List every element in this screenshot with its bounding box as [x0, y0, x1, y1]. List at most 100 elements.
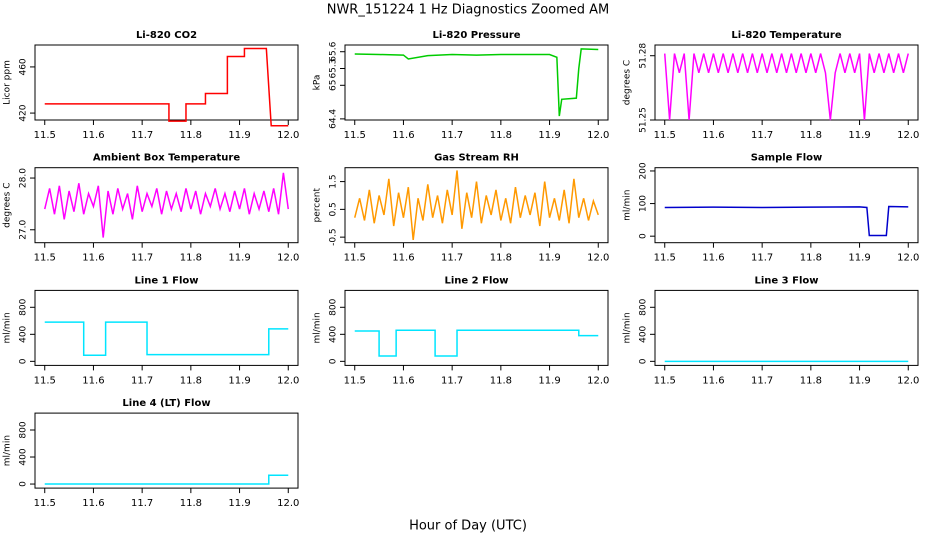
panel-title: Line 3 Flow	[755, 275, 819, 286]
y-axis-label: degrees C	[3, 183, 13, 228]
data-line	[44, 172, 290, 238]
y-tick-label: 0	[329, 358, 339, 364]
y-tick-label: 27.0	[19, 219, 29, 239]
y-tick-label: 0	[19, 358, 29, 364]
x-tick-label: 11.6	[702, 130, 724, 141]
data-line	[663, 53, 909, 121]
y-tick-label: 0	[19, 481, 29, 487]
x-tick-label: 11.6	[392, 375, 414, 386]
x-tick-label: 11.7	[131, 498, 153, 509]
x-tick-label: 11.6	[82, 130, 104, 141]
y-axis-label: Licor ppm	[3, 60, 13, 105]
panel-title: Ambient Box Temperature	[93, 153, 240, 164]
plot-frame	[34, 289, 299, 366]
plot-frame	[344, 289, 609, 366]
y-tick-label: 0.5	[329, 202, 339, 216]
x-tick-label: 11.7	[751, 130, 773, 141]
plot-frame	[34, 44, 299, 121]
x-tick-label: 11.7	[441, 253, 463, 264]
x-tick-label: 12.0	[587, 130, 609, 141]
x-tick-label: 12.0	[277, 253, 299, 264]
x-tick-label: 11.9	[228, 130, 250, 141]
x-tick-label: 11.8	[490, 253, 512, 264]
data-line	[44, 474, 289, 485]
x-tick-label: 11.7	[131, 375, 153, 386]
y-tick-label: 28.0	[19, 168, 29, 188]
x-tick-label: 11.7	[441, 375, 463, 386]
x-tick-label: 11.8	[180, 130, 202, 141]
y-tick-label: 400	[19, 325, 29, 342]
x-tick-label: 11.5	[344, 130, 366, 141]
x-tick-label: 11.9	[848, 130, 870, 141]
x-tick-label: 11.7	[751, 375, 773, 386]
y-tick-label: 420	[19, 104, 29, 121]
y-tick-label: 0	[639, 233, 649, 239]
x-tick-label: 11.9	[228, 375, 250, 386]
x-tick-label: 11.9	[538, 253, 560, 264]
x-tick-label: 11.8	[800, 253, 822, 264]
panel-title: Line 4 (LT) Flow	[122, 398, 210, 409]
y-axis-label: ml/min	[623, 190, 633, 221]
x-tick-label: 12.0	[587, 253, 609, 264]
y-tick-label: 400	[19, 448, 29, 465]
x-tick-label: 11.5	[654, 253, 676, 264]
x-axis-label: Hour of Day (UTC)	[409, 519, 527, 534]
y-tick-label: -0.5	[329, 228, 339, 246]
page-title: NWR_151224 1 Hz Diagnostics Zoomed AM	[327, 3, 610, 18]
y-tick-label: 800	[639, 298, 649, 315]
x-tick-label: 11.7	[131, 130, 153, 141]
y-axis-label: kPa	[313, 75, 323, 91]
y-tick-label: 800	[19, 421, 29, 438]
plot-frame	[344, 44, 609, 121]
y-axis-label: ml/min	[3, 435, 13, 466]
x-tick-label: 11.9	[538, 130, 560, 141]
x-tick-label: 11.8	[180, 498, 202, 509]
x-tick-label: 11.9	[228, 498, 250, 509]
panel-title: Sample Flow	[751, 153, 823, 164]
data-line	[44, 321, 289, 357]
plot-frame	[654, 289, 919, 366]
x-tick-label: 11.7	[751, 253, 773, 264]
x-tick-label: 11.5	[344, 375, 366, 386]
x-tick-label: 12.0	[897, 253, 919, 264]
x-tick-label: 11.6	[702, 253, 724, 264]
data-line	[664, 205, 909, 237]
x-tick-label: 11.8	[490, 130, 512, 141]
panel-title: Line 1 Flow	[135, 275, 199, 286]
x-tick-label: 11.6	[82, 375, 104, 386]
x-tick-label: 11.6	[392, 253, 414, 264]
x-tick-label: 11.6	[392, 130, 414, 141]
x-tick-label: 12.0	[277, 130, 299, 141]
y-tick-label: 460	[19, 58, 29, 75]
y-tick-label: 51.28	[639, 43, 649, 69]
x-tick-label: 11.6	[82, 498, 104, 509]
x-tick-label: 11.8	[490, 375, 512, 386]
x-tick-label: 11.5	[34, 253, 56, 264]
x-tick-label: 11.6	[82, 253, 104, 264]
y-tick-label: 64.4	[329, 109, 339, 129]
x-tick-label: 12.0	[897, 130, 919, 141]
y-axis-label: ml/min	[3, 312, 13, 343]
x-tick-label: 12.0	[587, 375, 609, 386]
x-tick-label: 12.0	[897, 375, 919, 386]
x-tick-label: 11.6	[702, 375, 724, 386]
panel-title: Li-820 CO2	[136, 30, 197, 41]
y-tick-label: 800	[329, 298, 339, 315]
x-tick-label: 11.9	[228, 253, 250, 264]
x-tick-label: 12.0	[277, 375, 299, 386]
data-line	[354, 170, 599, 241]
y-tick-label: 65.3	[329, 58, 339, 78]
y-tick-label: 51.25	[639, 107, 649, 133]
x-tick-label: 11.7	[131, 253, 153, 264]
data-line	[44, 47, 289, 127]
panel-title: Li-820 Temperature	[731, 30, 841, 41]
x-tick-label: 11.8	[800, 375, 822, 386]
y-tick-label: 800	[19, 298, 29, 315]
x-tick-label: 11.5	[34, 375, 56, 386]
x-tick-label: 11.9	[848, 375, 870, 386]
x-tick-label: 11.8	[180, 375, 202, 386]
plot-frame	[654, 167, 919, 244]
x-tick-label: 11.8	[800, 130, 822, 141]
data-line	[354, 48, 599, 117]
